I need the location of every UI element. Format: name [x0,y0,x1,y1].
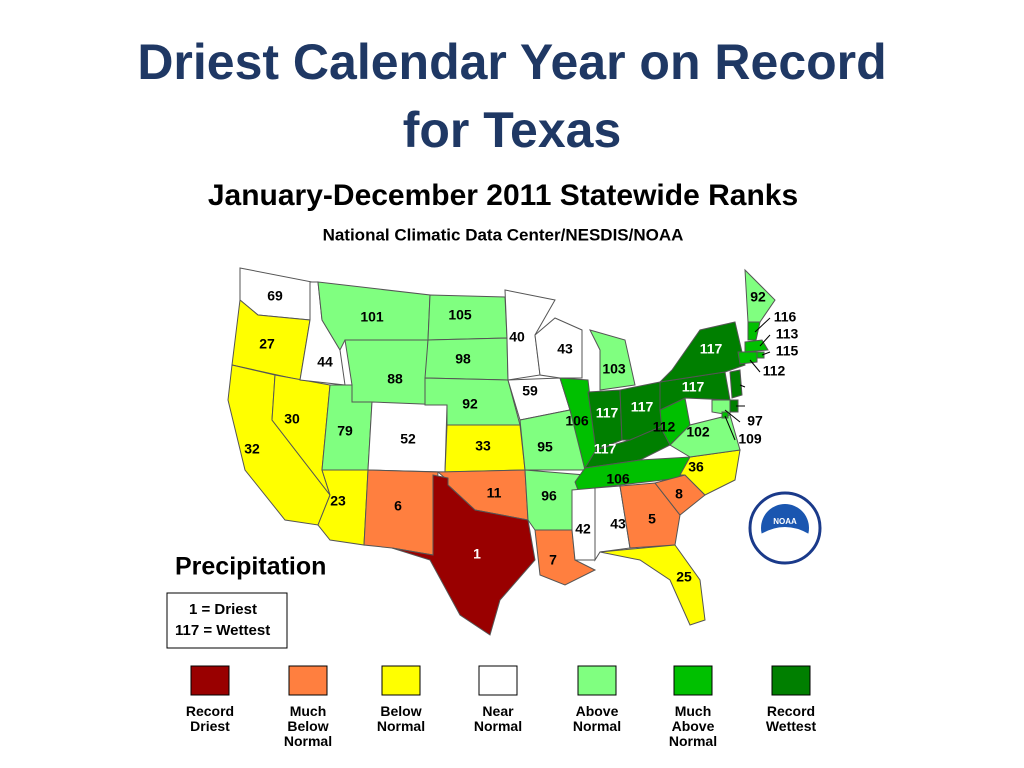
state-rank: 117 [594,441,617,457]
state [599,544,706,626]
legend-title: Precipitation [175,553,326,581]
state-rank: 43 [610,516,626,532]
state-rank: 98 [455,351,471,367]
leader-lines [724,317,771,441]
state-rank: 8 [675,486,683,502]
state-rank: 5 [648,511,656,527]
state-rank: 115 [776,343,799,359]
key-text: 1 = Driest [189,601,257,618]
state-rank: 25 [676,569,692,585]
state-rank: 33 [475,438,491,454]
state-rank: 92 [750,289,766,305]
state [619,482,681,549]
state-rank: 27 [259,336,275,352]
map-title: January-December 2011 Statewide Ranks [208,179,798,212]
map-subtitle: National Climatic Data Center/NESDIS/NOA… [323,225,684,244]
state-rank: 7 [549,552,557,568]
state [589,329,636,391]
state-rank: 92 [462,396,478,412]
state-rank: 102 [686,424,710,440]
state-rank: 112 [653,419,676,435]
legend-swatch [771,665,811,696]
state-rank: 43 [557,341,573,357]
legend-swatch [190,665,230,696]
legend-swatch [673,665,713,696]
state-rank: 117 [596,405,619,421]
legend-swatch [381,665,421,696]
state [721,411,729,419]
states [227,267,776,636]
state-rank: 59 [522,383,538,399]
slide-title: Driest Calendar Year on Record for Texas [137,34,887,158]
legend-label: Above Normal [572,703,622,734]
state-rank: 6 [394,498,402,514]
state-rank: 36 [688,459,704,475]
key-box [166,592,288,649]
state-rank: 32 [244,441,260,457]
state-rank: 44 [317,354,333,370]
state-rank: 117 [631,399,654,415]
state-rank: 96 [541,488,557,504]
legend-label: Much Below Normal [283,703,333,749]
state [744,339,769,353]
state-rank: 30 [284,411,300,427]
state-rank: 113 [776,326,799,342]
state [658,321,746,383]
state-rank: 11 [487,485,502,501]
state-rank: 106 [565,413,589,429]
state-rank: 116 [774,309,797,325]
state-rank: 1 [473,546,481,562]
legend-swatch [478,665,518,696]
noaa-logo: NOAA [748,491,822,565]
state-rank: 105 [448,307,472,323]
state [729,369,743,399]
state [571,487,596,561]
state-rank: 103 [602,361,626,377]
legend-swatch [288,665,328,696]
state-rank: 42 [575,521,591,537]
state-rank: 95 [537,439,553,455]
legend-label: Much Above Normal [668,703,718,749]
state [391,474,536,636]
state [534,317,583,379]
state [711,399,731,416]
state [737,351,758,365]
logo-text: NOAA [773,517,797,526]
legend-label: Near Normal [473,703,523,734]
legend-swatch [577,665,617,696]
state [594,485,631,562]
state-rank: 112 [763,363,786,379]
state-rank: 117 [747,397,770,413]
state-rank: 117 [747,378,770,394]
state-rank: 69 [267,288,283,304]
state-rank: 52 [400,431,416,447]
state-rank: 101 [360,309,384,325]
legend-label: Record Wettest [765,703,817,734]
state-rank: 97 [747,413,763,429]
state-rank: 109 [738,431,762,447]
state-rank: 117 [682,379,705,395]
state-rank: 40 [509,329,525,345]
state-rank: 79 [337,423,353,439]
state-rank: 23 [330,493,346,509]
state-rank: 117 [700,341,723,357]
state [747,321,761,341]
legend-label: Record Driest [185,703,235,734]
state-rank: 88 [387,371,403,387]
legend-label: Below Normal [376,703,426,734]
state-rank: 106 [606,471,630,487]
key-text: 117 = Wettest [175,622,270,639]
